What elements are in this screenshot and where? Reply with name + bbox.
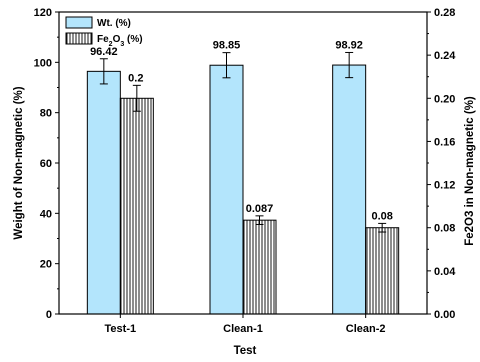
bar-wt-3 bbox=[332, 64, 367, 315]
legend-label-fe2o3: Fe2O3 (%) bbox=[97, 34, 143, 48]
bar-fe2o3-3 bbox=[365, 227, 400, 315]
x-axis-title: Test bbox=[234, 345, 257, 357]
data-label-fe2o3-3: 0.08 bbox=[371, 210, 392, 222]
x-tick-label-3: Clean-2 bbox=[346, 323, 386, 335]
legend-swatch-wt bbox=[65, 16, 93, 29]
axes-layer: Test-1 Clean-1 Clean-2 0 20 40 60 80 100 120 0.00 0… bbox=[13, 7, 476, 357]
y-left-tick-label-4: 80 bbox=[40, 108, 52, 120]
legend-label-fe2o3-part-3: 3 bbox=[120, 41, 124, 48]
bars-layer bbox=[86, 51, 400, 315]
y-left-tick-label-3: 60 bbox=[40, 158, 52, 170]
data-label-fe2o3-1: 0.2 bbox=[128, 72, 143, 84]
y-right-tick-label-1: 0.04 bbox=[434, 266, 456, 278]
legend-label-fe2o3-part-0: Fe bbox=[97, 34, 109, 45]
legend: Wt. (%) Fe2O3 (%) bbox=[65, 16, 143, 48]
legend-label-wt: Wt. (%) bbox=[97, 18, 131, 29]
bar-wt-1 bbox=[86, 70, 121, 315]
y-right-tick-label-6: 0.24 bbox=[434, 50, 456, 62]
data-labels-layer: 96.42 0.2 98.85 0.087 98.92 0.08 bbox=[90, 39, 393, 222]
legend-label-fe2o3-part-1: 2 bbox=[109, 41, 113, 48]
x-tick-label-1: Test-1 bbox=[105, 323, 137, 335]
y-right-tick-label-3: 0.12 bbox=[434, 180, 455, 192]
y-right-tick-label-7: 0.28 bbox=[434, 7, 455, 19]
data-label-wt-2: 98.85 bbox=[213, 40, 241, 52]
data-label-wt-3: 98.92 bbox=[335, 39, 363, 51]
data-label-wt-1: 96.42 bbox=[90, 46, 118, 58]
y-right-tick-label-5: 0.20 bbox=[434, 93, 455, 105]
legend-label-fe2o3-part-2: O bbox=[113, 34, 121, 45]
y-left-tick-label-0: 0 bbox=[46, 309, 52, 321]
y-left-tick-label-1: 20 bbox=[40, 259, 52, 271]
x-tick-label-2: Clean-1 bbox=[223, 323, 263, 335]
y-right-tick-label-2: 0.08 bbox=[434, 223, 455, 235]
bar-wt-2 bbox=[209, 64, 244, 315]
y-right-tick-label-0: 0.00 bbox=[434, 309, 455, 321]
legend-label-fe2o3-part-4: (%) bbox=[124, 34, 142, 45]
y-left-axis-title: Weight of Non-magnetic (%) bbox=[13, 86, 25, 239]
y-left-tick-label-6: 120 bbox=[34, 7, 52, 19]
legend-swatch-fe2o3 bbox=[65, 32, 93, 45]
y-left-tick-label-5: 100 bbox=[34, 57, 52, 69]
y-right-axis-title: Fe2O3 in Non-magnetic (%) bbox=[464, 96, 476, 246]
data-label-fe2o3-2: 0.087 bbox=[246, 203, 274, 215]
y-left-tick-label-2: 40 bbox=[40, 208, 52, 220]
bar-fe2o3-2 bbox=[242, 219, 277, 315]
y-right-tick-label-4: 0.16 bbox=[434, 136, 455, 148]
bar-fe2o3-1 bbox=[119, 97, 154, 315]
